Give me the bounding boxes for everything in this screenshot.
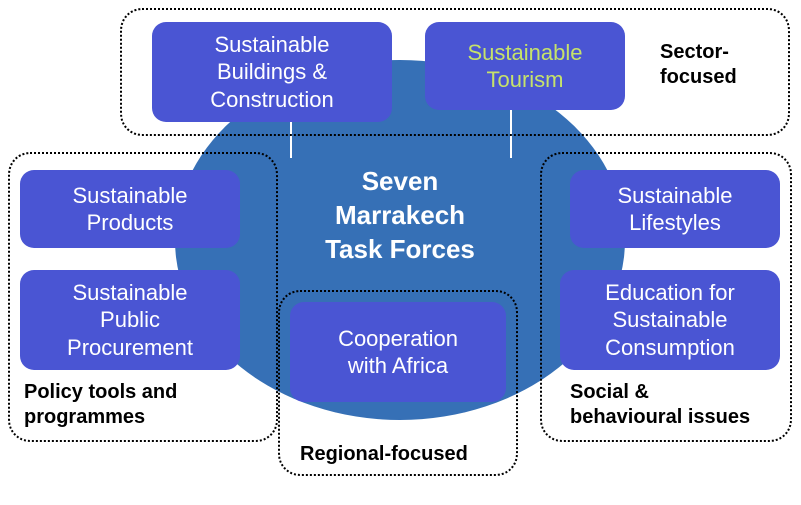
- group-label-sector: Sector-focused: [660, 40, 790, 90]
- task-buildings: SustainableBuildings &Construction: [152, 22, 392, 122]
- label-text: Sector-focused: [660, 41, 737, 88]
- center-title-text: SevenMarrakechTask Forces: [325, 166, 475, 264]
- group-label-regional: Regional-focused: [300, 442, 520, 467]
- task-label: SustainableLifestyles: [618, 182, 733, 237]
- task-tourism: SustainableTourism: [425, 22, 625, 110]
- diagram-canvas: SustainableBuildings &Construction Susta…: [0, 0, 801, 505]
- task-label: SustainableTourism: [468, 39, 583, 94]
- group-label-social: Social &behavioural issues: [570, 380, 800, 430]
- task-education: Education forSustainableConsumption: [560, 270, 780, 370]
- task-label: Cooperationwith Africa: [338, 325, 458, 380]
- task-procurement: SustainablePublicProcurement: [20, 270, 240, 370]
- task-lifestyles: SustainableLifestyles: [570, 170, 780, 248]
- task-products: SustainableProducts: [20, 170, 240, 248]
- center-title: SevenMarrakechTask Forces: [270, 165, 530, 266]
- label-text: Policy tools andprogrammes: [24, 381, 177, 428]
- task-label: Education forSustainableConsumption: [605, 279, 735, 362]
- label-text: Social &behavioural issues: [570, 381, 750, 428]
- group-label-policy: Policy tools andprogrammes: [24, 380, 264, 430]
- label-text: Regional-focused: [300, 443, 468, 465]
- task-label: SustainableProducts: [73, 182, 188, 237]
- task-africa: Cooperationwith Africa: [290, 302, 506, 402]
- task-label: SustainableBuildings &Construction: [210, 31, 334, 114]
- task-label: SustainablePublicProcurement: [67, 279, 193, 362]
